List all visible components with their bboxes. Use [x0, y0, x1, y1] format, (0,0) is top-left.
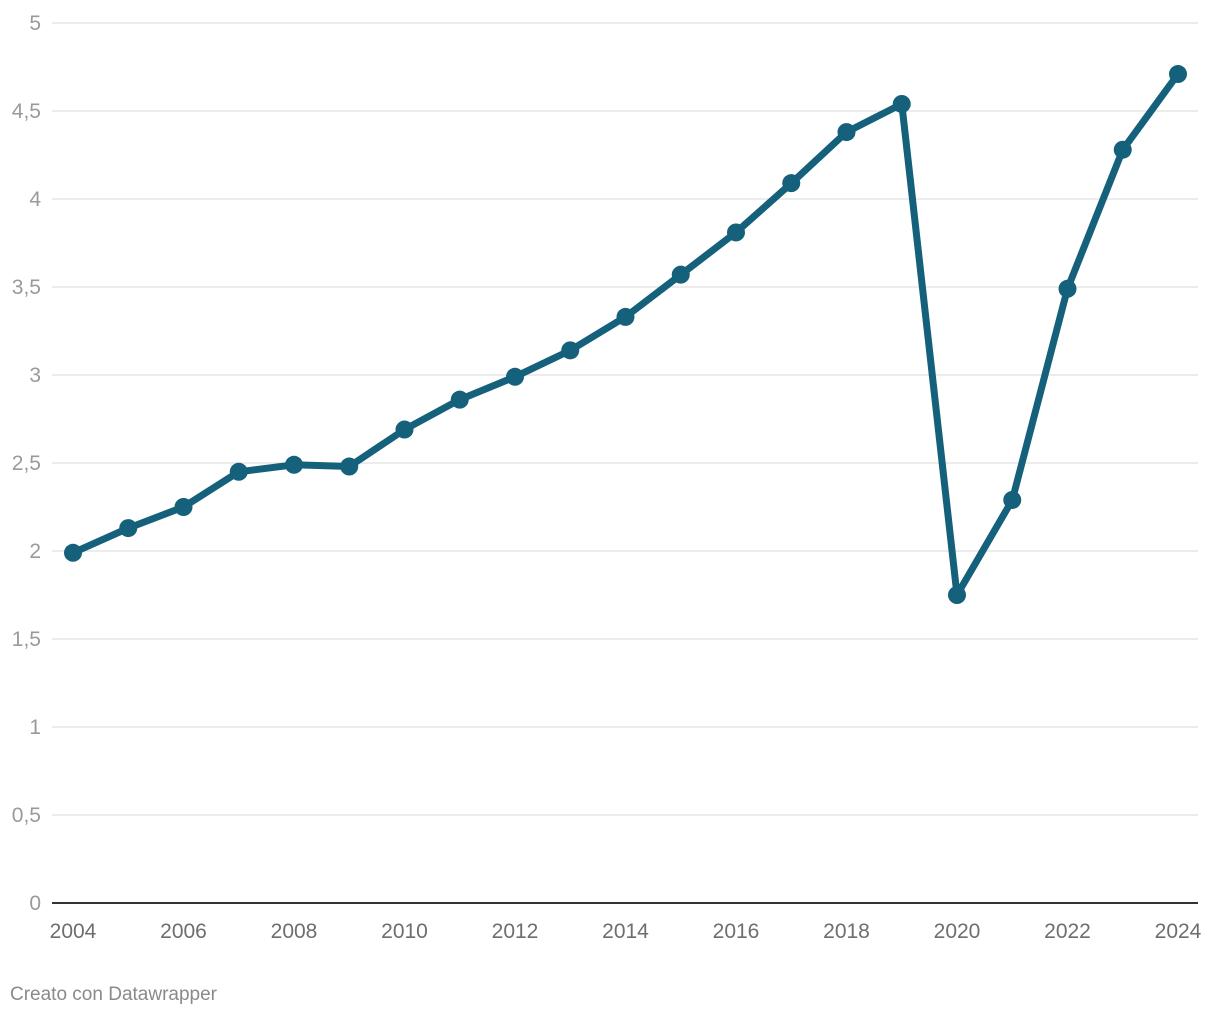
x-tick-label: 2004: [50, 920, 97, 943]
data-point[interactable]: [119, 519, 138, 538]
x-tick-label: 2022: [1044, 920, 1091, 943]
x-tick-label: 2016: [713, 920, 760, 943]
data-point[interactable]: [285, 455, 303, 474]
data-point[interactable]: [229, 462, 248, 481]
chart-svg: 00,511,522,533,544,55 2004 2006 2008 2010 20…: [12, 12, 1202, 943]
y-axis-tick-labels: 0 0,5 1 1,5 2 2,5 3 3,5 4 4,5 5: [12, 12, 42, 915]
data-point[interactable]: [892, 94, 911, 113]
data-point[interactable]: [616, 307, 635, 326]
x-axis-tick-labels: 2004 2006 2008 2010 2012 2014 2016 2018 2020 2022…: [50, 920, 1202, 943]
y-tick-label: 3,5: [12, 276, 41, 299]
x-tick-label: 2012: [492, 920, 539, 943]
series-line-layer: [69, 70, 1182, 599]
data-point[interactable]: [395, 420, 414, 439]
line-chart: 0 0,5 1 1,5 2 2,5 3 3,5 4 4,5 5 2004 2006 2008 2010 20…: [12, 12, 1202, 943]
data-point[interactable]: [1113, 140, 1132, 159]
x-tick-label: 2020: [934, 920, 981, 943]
y-tick-label: 4,5: [12, 100, 41, 123]
data-points: [64, 65, 1187, 604]
data-point[interactable]: [1058, 279, 1077, 298]
x-tick-label: 2024: [1155, 920, 1202, 943]
y-tick-label: 4: [29, 188, 41, 211]
data-point[interactable]: [671, 265, 690, 284]
gridlines: [52, 22, 1198, 904]
y-tick-label: 1,5: [12, 628, 41, 651]
x-tick-label: 2014: [602, 920, 649, 943]
y-tick-label: 0,5: [12, 804, 41, 827]
data-point[interactable]: [782, 174, 801, 193]
data-point[interactable]: [561, 341, 580, 360]
y-tick-label: 1: [29, 716, 41, 739]
data-point[interactable]: [1169, 65, 1187, 84]
x-tick-label: 2006: [160, 920, 207, 943]
y-tick-label: 0: [29, 892, 41, 915]
x-tick-label: 2010: [381, 920, 428, 943]
data-point[interactable]: [837, 123, 856, 142]
y-tick-label: 2,5: [12, 452, 41, 475]
y-tick-label: 3: [29, 364, 41, 387]
series-line: [69, 70, 1182, 599]
data-point[interactable]: [948, 586, 966, 604]
data-point[interactable]: [727, 223, 745, 242]
data-point[interactable]: [174, 498, 193, 516]
x-tick-label: 2008: [271, 920, 318, 943]
x-tick-label: 2018: [823, 920, 870, 943]
data-point[interactable]: [1003, 490, 1022, 509]
data-point[interactable]: [450, 390, 469, 409]
y-tick-label: 5: [29, 12, 41, 35]
data-point[interactable]: [340, 457, 359, 476]
y-tick-label: 2: [29, 540, 41, 563]
data-point[interactable]: [506, 367, 524, 386]
credit-text: Creato con Datawrapper: [10, 984, 217, 1005]
data-point[interactable]: [64, 543, 82, 562]
